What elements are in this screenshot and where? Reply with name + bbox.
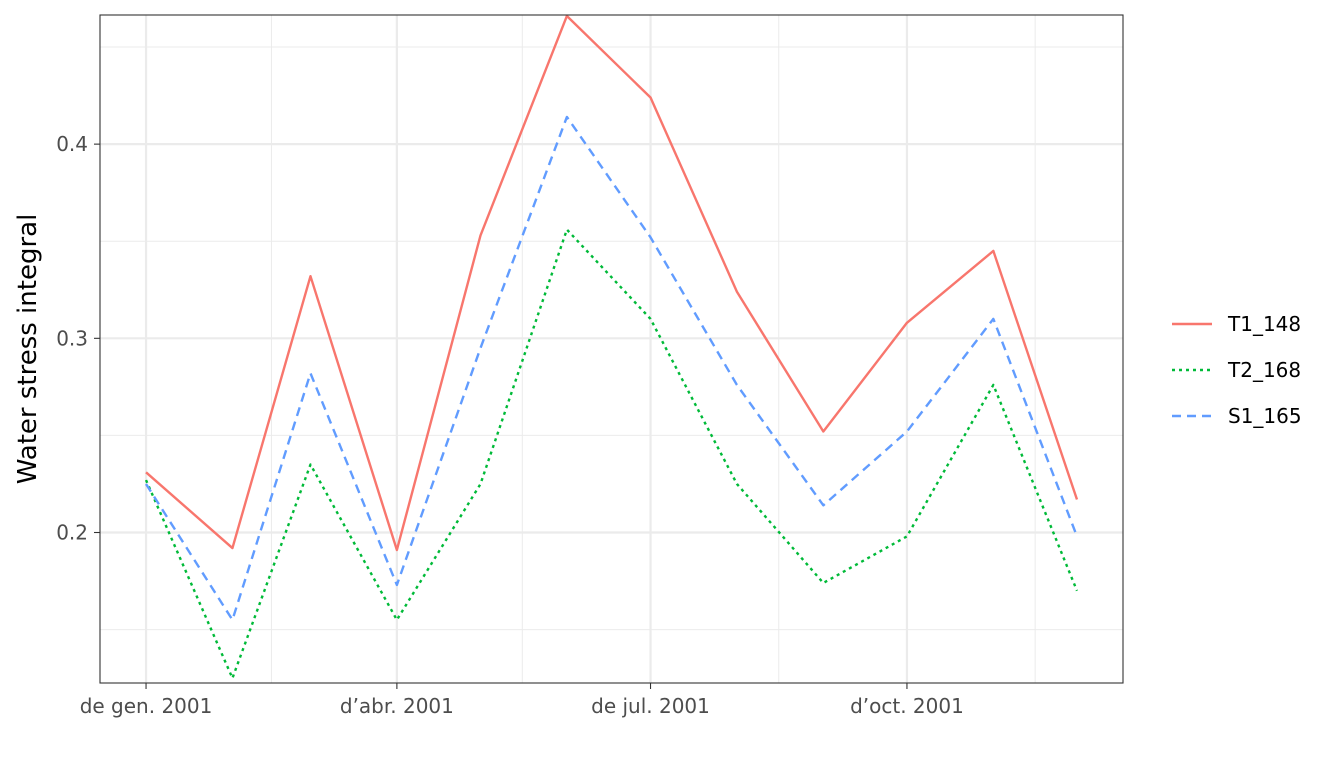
x-axis: de gen. 2001 d’abr. 2001 de jul. 2001 d’oct… (80, 683, 964, 718)
y-tick-label: 0.4 (56, 132, 88, 156)
y-axis-title: Water stress integral (13, 214, 43, 485)
y-tick-label: 0.3 (56, 326, 88, 350)
series-line-t1-148 (145, 14, 1079, 552)
y-tick-label: 0.2 (56, 521, 88, 545)
x-tick-label: de jul. 2001 (591, 694, 710, 718)
x-tick-label: d’abr. 2001 (340, 694, 454, 718)
x-tick-label: de gen. 2001 (80, 694, 213, 718)
legend: T1_148 T2_168 S1_165 (1172, 312, 1302, 428)
x-tick-label: d’oct. 2001 (850, 694, 964, 718)
panel-border (99, 14, 1124, 684)
series-line-s1-165 (145, 115, 1079, 622)
y-axis: 0.2 0.3 0.4 (56, 132, 100, 545)
legend-label-t2-168: T2_168 (1227, 358, 1301, 382)
major-gridlines (100, 15, 1123, 683)
legend-label-s1-165: S1_165 (1228, 404, 1302, 428)
minor-gridlines (100, 15, 1123, 683)
legend-label-t1-148: T1_148 (1227, 312, 1301, 336)
series-lines (144, 14, 1079, 680)
